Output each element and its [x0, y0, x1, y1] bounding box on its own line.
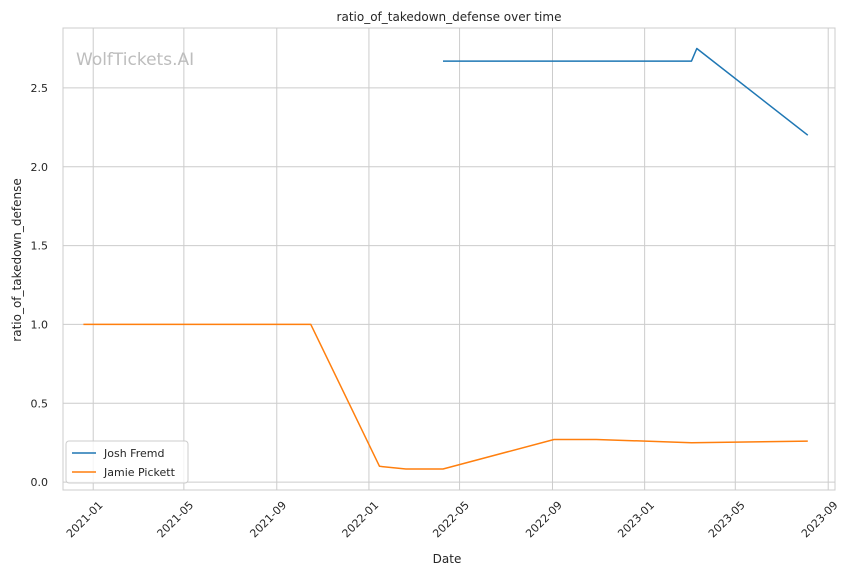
series-line-jamie-pickett [83, 323, 808, 470]
x-tick-label: 2021-01 [64, 499, 106, 541]
grid [63, 28, 835, 490]
x-tick-label: 2022-09 [523, 499, 565, 541]
x-tick-label: 2022-05 [430, 499, 472, 541]
legend-label-josh-fremd: Josh Fremd [103, 447, 164, 460]
x-axis-ticks: 2021-01 2021-05 2021-09 2022-01 2022-05 2022-… [64, 499, 841, 541]
legend-box [65, 440, 189, 484]
series-line-josh-fremd [443, 47, 809, 136]
plot-frame [62, 27, 836, 491]
y-tick-label: 2.0 [31, 161, 49, 174]
series-lines [83, 47, 809, 470]
legend: Josh Fremd Jamie Pickett [65, 440, 189, 484]
x-axis-label: Date [433, 552, 462, 566]
y-axis-ticks: 0.0 0.5 1.0 1.5 2.0 2.5 [31, 82, 49, 489]
x-tick-label: 2023-01 [615, 499, 657, 541]
x-tick-label: 2023-09 [799, 499, 841, 541]
watermark: WolfTickets.AI [76, 50, 194, 70]
legend-label-jamie-pickett: Jamie Pickett [103, 466, 176, 479]
y-tick-label: 1.0 [31, 318, 49, 331]
y-tick-label: 2.5 [31, 82, 49, 95]
y-axis-label: ratio_of_takedown_defense [10, 178, 24, 341]
x-tick-label: 2021-09 [247, 499, 289, 541]
chart-title: ratio_of_takedown_defense over time [337, 10, 562, 24]
x-tick-label: 2021-05 [155, 499, 197, 541]
y-tick-label: 0.0 [31, 476, 49, 489]
y-tick-label: 0.5 [31, 397, 49, 410]
y-tick-label: 1.5 [31, 240, 49, 253]
x-tick-label: 2022-01 [340, 499, 382, 541]
x-tick-label: 2023-05 [706, 499, 748, 541]
